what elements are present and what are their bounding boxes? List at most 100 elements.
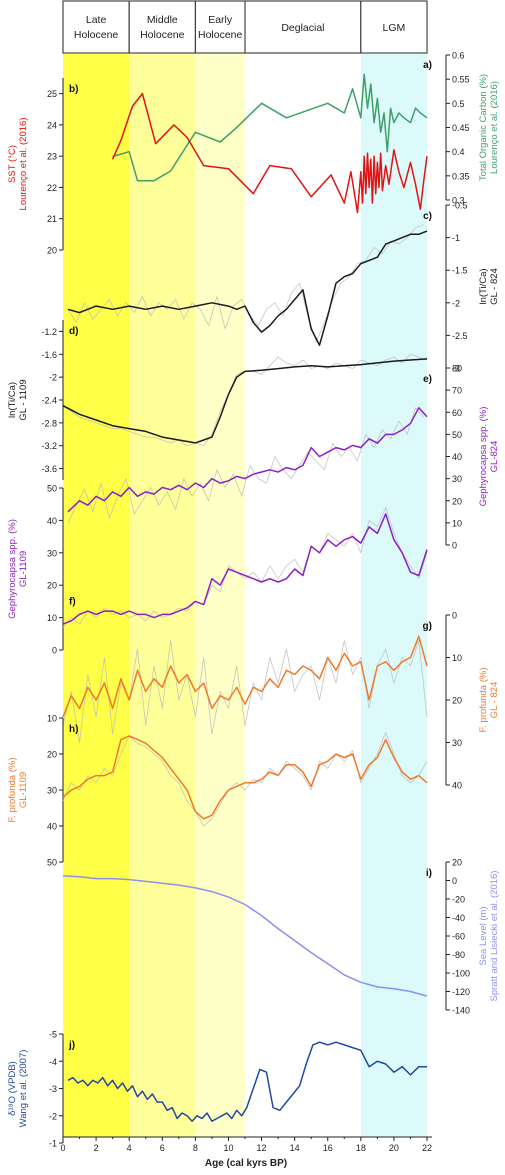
period-header: Late Holocene Middle Holocene Early Holocene D… xyxy=(62,0,428,54)
panel-d: -1.2 -1.6 -2 -2.4 -2.8 -3.2 -3.6 d) ln(Ti/Ca)GL … xyxy=(7,320,428,480)
y-tick-label: -1.5 xyxy=(452,266,468,276)
y-tick-label: 70 xyxy=(452,386,462,396)
panel-label: h) xyxy=(69,724,78,735)
y-tick-label: 20 xyxy=(47,581,57,591)
y-axis-title: ln(Ti/Ca)GL - 824 xyxy=(478,268,500,305)
y-axis-title-line: GL-824 xyxy=(489,441,500,473)
panel-label: e) xyxy=(423,374,432,385)
series-line xyxy=(67,407,428,513)
x-axis-title: Age (cal kyrs BP) xyxy=(205,1158,287,1169)
y-tick-label: -4 xyxy=(49,1057,57,1067)
y-axis-title: Gephyrocapsa spp. (%)GL-1109 xyxy=(7,519,29,619)
panel-label: a) xyxy=(423,60,432,71)
panel-c: -3 -2.5 -2 -1.5 -1 -0.5 c) ln(Ti/Ca)GL - 824 xyxy=(67,201,500,374)
y-tick-label: 10 xyxy=(452,653,462,663)
y-axis-title-line: GL - 824 xyxy=(489,682,500,719)
panel-a: 0.3 0.35 0.4 0.45 0.5 0.55 0.6 a) Total Organic … xyxy=(112,51,500,206)
y-tick-label: 10 xyxy=(452,518,462,528)
y-tick-label: 40 xyxy=(47,516,57,526)
period-label: Early xyxy=(208,14,233,26)
y-axis-title-line: GL-1109 xyxy=(18,772,29,808)
y-axis-title-line: Gephyrocapsa spp. (%) xyxy=(7,519,18,619)
y-tick-label: -3.6 xyxy=(41,464,57,474)
y-axis-title-line: ln(Ti/Ca) xyxy=(7,382,18,418)
y-tick-label: -1.2 xyxy=(41,327,57,337)
y-axis-title-line: Lourenço et al. (2016) xyxy=(18,118,29,211)
y-tick-label: -2.4 xyxy=(41,396,57,406)
y-tick-label: -1 xyxy=(49,1139,57,1149)
y-tick-label: 30 xyxy=(452,738,462,748)
y-tick-label: -140 xyxy=(452,1006,470,1016)
y-axis-title: SST (°C)Lourenço et al. (2016) xyxy=(7,118,29,211)
panel-label: d) xyxy=(69,326,78,337)
y-tick-label: 0.45 xyxy=(452,123,470,133)
y-tick-label: -2 xyxy=(452,298,460,308)
y-tick-label: 21 xyxy=(47,214,57,224)
y-axis-title: Gephyrocapsa spp. (%)GL-824 xyxy=(478,407,500,507)
y-tick-label: 40 xyxy=(452,452,462,462)
band-lgm xyxy=(360,54,428,1137)
period-label: Middle xyxy=(147,14,178,26)
panel-h: 10 20 30 40 50 h) F. profunda (%)GL-1109 xyxy=(7,714,428,868)
y-axis-title-line: δ¹⁸O (VPDB) xyxy=(7,1061,18,1116)
y-tick-label: -2.8 xyxy=(41,418,57,428)
y-tick-label: -2 xyxy=(49,1111,57,1121)
period-label: Late xyxy=(86,14,107,26)
y-tick-label: -1 xyxy=(452,233,460,243)
y-tick-label: 40 xyxy=(452,781,462,791)
y-axis-title-line: Sea Level (m) xyxy=(478,906,489,965)
period-box xyxy=(194,0,246,54)
y-tick-label: -0.5 xyxy=(452,201,468,211)
y-axis-title-line: SST (°C) xyxy=(7,145,18,183)
y-tick-label: 40 xyxy=(47,822,57,832)
y-tick-label: -5 xyxy=(49,1030,57,1040)
period-bands xyxy=(63,54,428,1137)
panel-label: i) xyxy=(426,868,432,879)
y-axis-title-line: GL - 824 xyxy=(489,268,500,305)
y-tick-label: 0.35 xyxy=(452,171,470,181)
series-line xyxy=(62,640,428,743)
y-tick-label: -3.2 xyxy=(41,441,57,451)
y-tick-label: -2 xyxy=(49,373,57,383)
series-line xyxy=(67,230,428,346)
series-line xyxy=(62,635,428,718)
y-axis-title-line: Gephyrocapsa spp. (%) xyxy=(478,407,489,507)
series-line xyxy=(67,1041,427,1122)
panel-f: 0 10 20 30 40 50 f) Gephyrocapsa spp. (%)GL-110… xyxy=(7,484,428,656)
y-tick-label: 22 xyxy=(47,183,57,193)
y-tick-label: 20 xyxy=(452,696,462,706)
y-tick-label: -2.5 xyxy=(452,331,468,341)
y-axis-title-line: Total Organic Carbon (%) xyxy=(478,74,489,181)
y-tick-label: 0 xyxy=(452,541,457,551)
x-tick-label: 6 xyxy=(160,1143,165,1153)
panel-label: g) xyxy=(423,621,432,632)
y-tick-label: 50 xyxy=(47,858,57,868)
y-axis-title-line: Wang et al. (2007) xyxy=(18,1050,29,1128)
series-line xyxy=(62,513,428,625)
y-tick-label: 0 xyxy=(452,611,457,621)
y-tick-label: 10 xyxy=(47,714,57,724)
period-label: Holocene xyxy=(140,29,185,41)
y-tick-label: 50 xyxy=(452,430,462,440)
y-axis-title: ln(Ti/Ca)GL - 1109 xyxy=(7,379,29,420)
panel-label: c) xyxy=(423,211,432,222)
y-tick-label: 30 xyxy=(452,474,462,484)
band-early-holocene xyxy=(195,54,246,1137)
y-tick-label: 20 xyxy=(452,496,462,506)
y-axis-title: F. profunda (%)GL - 824 xyxy=(478,668,500,733)
y-tick-label: 30 xyxy=(47,548,57,558)
y-tick-label: 25 xyxy=(47,89,57,99)
y-tick-label: -100 xyxy=(452,969,470,979)
y-tick-label: 10 xyxy=(47,613,57,623)
y-tick-label: 30 xyxy=(47,786,57,796)
y-axis-title-line: Lourenço et al. (2016) xyxy=(489,81,500,174)
y-axis-title-line: GL - 1109 xyxy=(18,379,29,420)
x-tick-label: 20 xyxy=(389,1143,399,1153)
x-tick-label: 0 xyxy=(60,1143,65,1153)
y-tick-label: -3 xyxy=(452,364,460,374)
y-axis-title-line: F. profunda (%) xyxy=(478,668,489,733)
panel-e: 0 10 20 30 40 50 60 70 80 e) Gephyrocapsa spp. (%)… xyxy=(67,364,500,551)
period-box xyxy=(244,0,362,54)
x-tick-label: 8 xyxy=(193,1143,198,1153)
